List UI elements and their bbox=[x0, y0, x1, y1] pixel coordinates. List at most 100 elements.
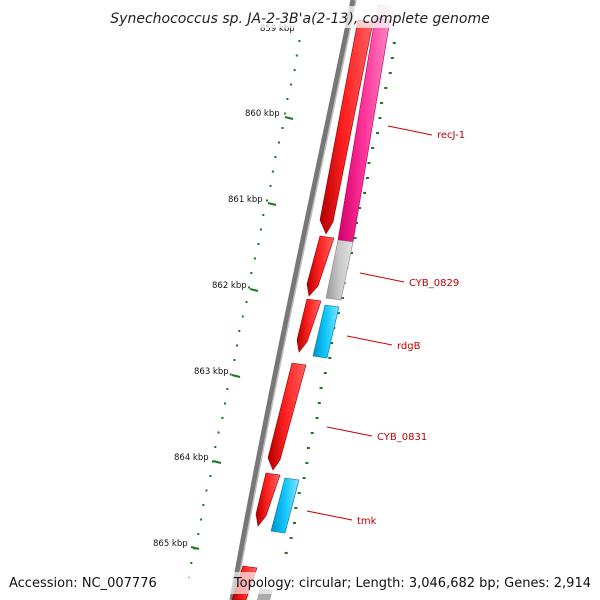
kbp-tick-mark bbox=[249, 288, 259, 292]
kbp-tick-label: 862 kbp bbox=[212, 281, 247, 291]
gc-dot bbox=[378, 117, 382, 119]
gc-dot bbox=[328, 357, 332, 359]
gc-dot bbox=[317, 402, 321, 404]
gc-dot bbox=[306, 447, 310, 449]
title-backdrop bbox=[100, 6, 500, 28]
leader-line-CYB_0831 bbox=[326, 426, 373, 437]
gc-dot bbox=[229, 373, 232, 376]
gc-dot bbox=[233, 359, 236, 361]
gc-dot bbox=[293, 522, 296, 524]
gc-dot bbox=[209, 475, 212, 477]
gc-dot bbox=[238, 330, 241, 332]
gc-dot bbox=[294, 507, 298, 509]
gc-dot bbox=[278, 141, 280, 144]
leader-line-CYB_0829 bbox=[359, 272, 405, 283]
cds-feature bbox=[296, 298, 322, 353]
gc-dot bbox=[217, 431, 220, 434]
gene-feature-tmk bbox=[270, 477, 300, 534]
gene-labels: recJ-1 CYB_0829 rdgB CYB_0831 tmk bbox=[306, 125, 465, 527]
gc-dot bbox=[384, 87, 388, 89]
gc-dot bbox=[290, 83, 293, 86]
gc-dot bbox=[293, 69, 296, 71]
gene-label-tmk: tmk bbox=[357, 516, 377, 527]
gc-dot bbox=[371, 147, 375, 149]
gc-dot bbox=[392, 42, 396, 44]
leader-line-tmk bbox=[306, 510, 353, 521]
cds-feature bbox=[306, 235, 335, 297]
gene-label-recJ-1: recJ-1 bbox=[437, 130, 465, 141]
gc-dot bbox=[281, 127, 284, 129]
gc-dot bbox=[350, 252, 353, 254]
gc-dot bbox=[341, 297, 344, 299]
kbp-tick-mark bbox=[190, 546, 200, 550]
gc-dot bbox=[330, 342, 334, 344]
leader-line-recJ-1 bbox=[387, 125, 433, 136]
gc-dot bbox=[259, 228, 262, 231]
gc-dot bbox=[269, 185, 272, 187]
gc-dot bbox=[250, 272, 253, 274]
gc-dot bbox=[336, 312, 340, 314]
kbp-tick-mark bbox=[231, 374, 241, 378]
genome-backbone bbox=[229, 0, 356, 600]
footer-backdrop bbox=[0, 572, 600, 594]
gc-dot bbox=[376, 132, 379, 134]
gc-dot bbox=[310, 432, 314, 434]
map-title: Synechococcus sp. JA-2-3B'a(2-13), compl… bbox=[110, 11, 489, 27]
gene-label-CYB_0829: CYB_0829 bbox=[409, 278, 459, 289]
gc-dot bbox=[262, 214, 265, 216]
kbp-tick-label: 860 kbp bbox=[245, 109, 280, 119]
gc-dot bbox=[358, 207, 362, 209]
gc-dot bbox=[205, 489, 208, 492]
kbp-tick-label: 863 kbp bbox=[194, 367, 229, 377]
gc-dot bbox=[284, 552, 288, 554]
gc-dot bbox=[253, 257, 256, 260]
plus-strand-track bbox=[231, 19, 374, 600]
gc-dot bbox=[286, 98, 289, 100]
gc-dot bbox=[315, 417, 319, 419]
accession-text: Accession: NC_007776 bbox=[9, 576, 157, 591]
gc-dot bbox=[390, 57, 394, 59]
gc-dot bbox=[302, 477, 306, 479]
gene-label-CYB_0831: CYB_0831 bbox=[377, 432, 427, 443]
gc-dot bbox=[388, 72, 392, 74]
gc-dot bbox=[245, 301, 248, 303]
gc-dot bbox=[283, 112, 286, 115]
gc-dot bbox=[266, 199, 268, 202]
kbp-tick-mark bbox=[212, 460, 222, 464]
gene-feature-rdgB bbox=[312, 304, 340, 359]
gc-dot bbox=[224, 402, 226, 405]
cds-feature bbox=[255, 472, 281, 527]
gc-dot bbox=[323, 372, 327, 374]
gc-dot bbox=[200, 518, 203, 521]
gene-feature-CYB_0829 bbox=[325, 239, 354, 301]
gc-dot bbox=[367, 162, 371, 164]
kbp-tick-label: 865 kbp bbox=[153, 539, 188, 549]
gc-dot bbox=[214, 446, 217, 448]
gc-dot bbox=[236, 344, 238, 347]
kbp-tick-mark bbox=[284, 116, 294, 120]
gc-dot bbox=[319, 387, 323, 389]
gc-dot bbox=[363, 192, 367, 194]
gc-dot bbox=[380, 102, 384, 104]
kbp-scale: 860 kbp 861 kbp 862 kbp 863 kbp 864 kbp … bbox=[153, 109, 294, 550]
kbp-tick-label: 859 kbp bbox=[260, 24, 295, 34]
gc-dot bbox=[248, 286, 250, 289]
kbp-tick-mark bbox=[267, 202, 277, 206]
kbp-tick-label: 861 kbp bbox=[228, 195, 263, 205]
gene-label-rdgB: rdgB bbox=[397, 341, 421, 352]
minus-strand-track bbox=[257, 5, 392, 600]
gc-dot bbox=[190, 562, 193, 564]
topology-text: Topology: circular; Length: 3,046,682 bp… bbox=[233, 576, 591, 591]
gc-dot bbox=[366, 177, 369, 179]
gc-dot bbox=[353, 237, 357, 239]
genome-backbone-highlight bbox=[234, 0, 357, 600]
gc-dot bbox=[221, 417, 224, 419]
gc-dot bbox=[226, 388, 229, 390]
gc-dot bbox=[197, 533, 200, 535]
gc-dot bbox=[289, 537, 293, 539]
gc-dot bbox=[257, 243, 260, 245]
gc-dot bbox=[305, 462, 309, 464]
gc-dot bbox=[271, 170, 274, 173]
cds-feature bbox=[267, 362, 307, 471]
